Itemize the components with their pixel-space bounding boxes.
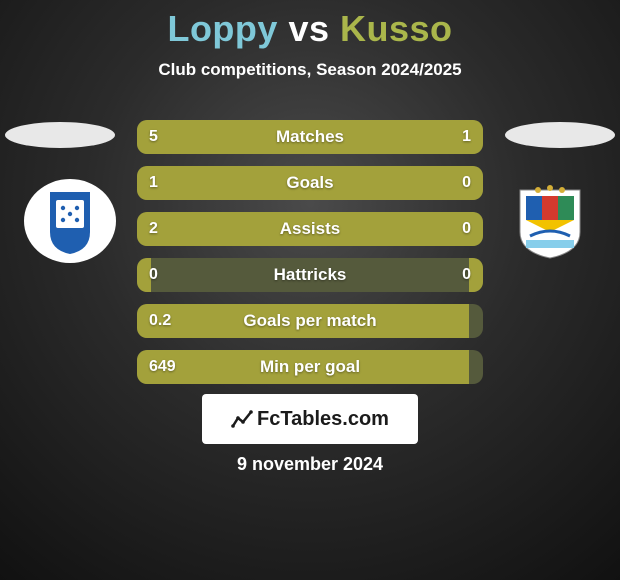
stat-row: 649Min per goal (137, 350, 483, 384)
stat-row-label: Matches (137, 120, 483, 154)
brand-logo: FcTables.com (231, 408, 389, 431)
player2-spotlight (505, 122, 615, 148)
brand-text: FcTables.com (257, 408, 389, 431)
card-title: Loppy vs Kusso (0, 0, 620, 50)
player1-spotlight (5, 122, 115, 148)
club-crest-left (20, 178, 120, 264)
stat-row: 10Goals (137, 166, 483, 200)
vs-text: vs (288, 8, 329, 49)
stat-row-label: Min per goal (137, 350, 483, 384)
stat-bars: 51Matches 10Goals 20Assists 00Hattricks 0.2G… (137, 120, 483, 396)
stat-row-label: Goals (137, 166, 483, 200)
brand-box: FcTables.com (202, 394, 418, 444)
stat-row: 51Matches (137, 120, 483, 154)
card-date: 9 november 2024 (0, 454, 620, 475)
club-crest-right (500, 178, 600, 264)
stat-row: 20Assists (137, 212, 483, 246)
stat-row-label: Hattricks (137, 258, 483, 292)
stat-row-label: Assists (137, 212, 483, 246)
brand-icon (231, 408, 253, 430)
player2-name: Kusso (340, 8, 453, 49)
stat-row: 0.2Goals per match (137, 304, 483, 338)
card-subtitle: Club competitions, Season 2024/2025 (0, 60, 620, 80)
stat-row-label: Goals per match (137, 304, 483, 338)
comparison-card: Loppy vs Kusso Club competitions, Season… (0, 0, 620, 580)
player1-name: Loppy (167, 8, 277, 49)
stat-row: 00Hattricks (137, 258, 483, 292)
